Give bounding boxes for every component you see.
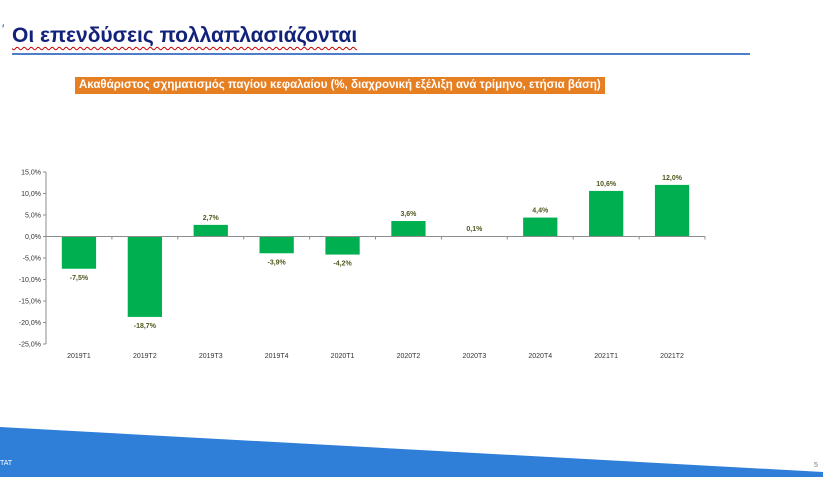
bar xyxy=(259,236,294,254)
y-tick-label: -15,0% xyxy=(19,299,41,306)
x-tick-label: 2019T1 xyxy=(67,353,91,360)
data-label: 3,6% xyxy=(400,211,417,218)
data-label: 10,6% xyxy=(596,181,617,188)
footer-text: TAT xyxy=(0,460,13,467)
bar xyxy=(654,184,690,237)
data-label: -4,2% xyxy=(333,261,352,268)
bottom-band-shape xyxy=(0,427,823,477)
y-tick-label: -5,0% xyxy=(23,256,41,263)
data-label: 4,4% xyxy=(532,208,549,215)
y-tick-label: -10,0% xyxy=(19,277,41,284)
y-tick-label: 10,0% xyxy=(21,191,41,198)
page-number: 5 xyxy=(814,462,818,469)
x-tick-label: 2020T2 xyxy=(397,353,421,360)
y-tick-label: 0,0% xyxy=(25,234,41,241)
y-tick-label: -20,0% xyxy=(19,320,41,327)
x-tick-label: 2019T3 xyxy=(199,353,223,360)
x-tick-label: 2021T2 xyxy=(660,353,684,360)
chart-title: Ακαθάριστος σχηματισμός παγίου κεφαλαίου… xyxy=(75,77,605,94)
data-label: -3,9% xyxy=(268,259,287,266)
bar xyxy=(589,190,624,237)
bar xyxy=(325,236,360,255)
x-tick-label: 2021T1 xyxy=(594,353,618,360)
bar xyxy=(193,224,228,237)
x-tick-label: 2020T4 xyxy=(528,353,552,360)
bar xyxy=(391,221,426,237)
bar xyxy=(127,236,162,317)
y-tick-label: 5,0% xyxy=(25,213,41,220)
x-tick-label: 2019T2 xyxy=(133,353,157,360)
slide-title: Οι επενδύσεις πολλαπλασιάζονται xyxy=(12,24,358,47)
data-label: -7,5% xyxy=(70,275,89,282)
x-tick-label: 2020T1 xyxy=(331,353,355,360)
data-label: 0,1% xyxy=(466,226,483,233)
data-label: -18,7% xyxy=(134,323,157,330)
slide-mark: ′ xyxy=(2,22,5,36)
x-tick-label: 2020T3 xyxy=(462,353,486,360)
bar xyxy=(61,236,97,269)
y-tick-label: -25,0% xyxy=(19,342,41,349)
bar xyxy=(523,217,558,237)
bar-chart: 15,0% 10,0% 5,0% 0,0% -5,0% -10,0% -15,0% -20,0… xyxy=(19,170,706,360)
bottom-band xyxy=(0,427,823,477)
data-label: 12,0% xyxy=(662,175,683,182)
data-label: 2,7% xyxy=(203,215,220,222)
title-divider xyxy=(12,53,750,55)
y-tick-label: 15,0% xyxy=(21,170,41,177)
x-tick-label: 2019T4 xyxy=(265,353,289,360)
